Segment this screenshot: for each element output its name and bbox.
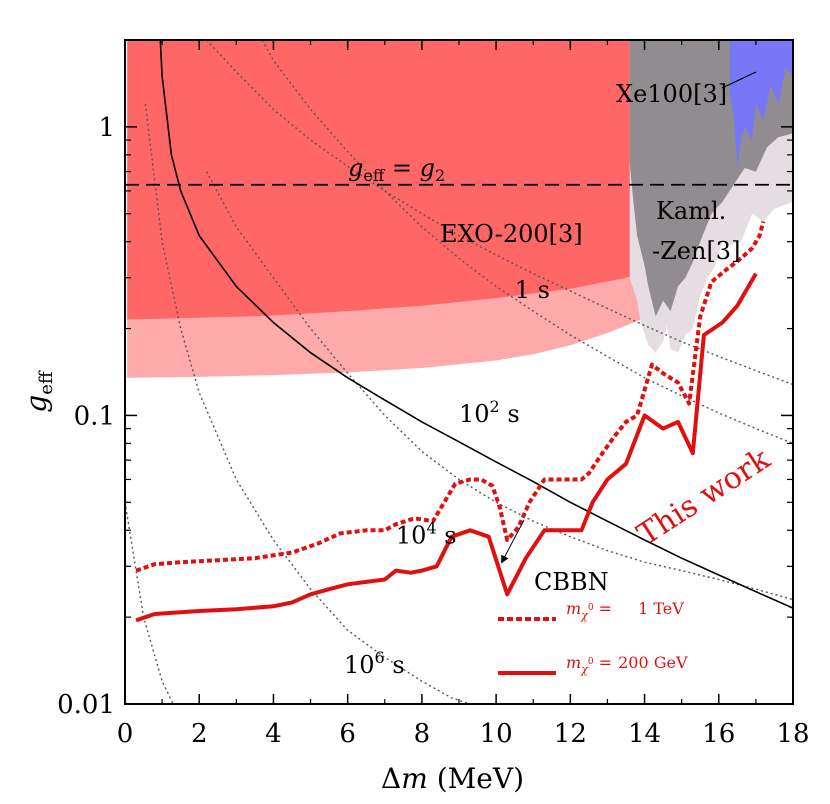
exclusion-regions (127, 40, 793, 378)
lifetime-contour (206, 40, 793, 386)
legend-label-1tev: mχ0 = 1 TeV (566, 599, 684, 622)
lifetime-contours (125, 40, 793, 704)
limit-series (135, 220, 766, 623)
legend-label-200gev: mχ0 = 200 GeV (566, 653, 688, 676)
lifetime-contour (144, 103, 471, 704)
x-tick-label: 10 (480, 719, 513, 749)
contour-label-1e2s: 102 s (459, 397, 520, 428)
lifetime-contour (125, 502, 174, 704)
y-tick-label: 0.01 (57, 690, 115, 720)
cbbn-curve (159, 40, 793, 609)
xe100-label: Xe100[3] (616, 80, 727, 108)
kamland-zen-label-line1: Kaml. (656, 197, 726, 225)
y-axis-title: geff (20, 370, 57, 413)
this-work-label: This work (631, 441, 777, 553)
x-tick-label: 14 (628, 719, 661, 749)
exo-200-label: EXO-200[3] (440, 220, 583, 248)
x-tick-label: 2 (191, 719, 208, 749)
ref-line-label: geff = g2 (348, 154, 445, 185)
x-tick-label: 6 (339, 719, 356, 749)
y-ticks: 0.01 0.1 1 (57, 39, 793, 720)
lifetime-contour (205, 171, 793, 601)
x-axis-title: Δm (MeV) (381, 762, 524, 795)
cbbn-arrow (501, 519, 525, 564)
x-ticks: 0 2 4 6 8 10 12 14 16 18 (117, 40, 810, 749)
contour-label-1e4s: 104 s (396, 519, 457, 550)
cbbn-label: CBBN (534, 568, 609, 596)
x-tick-label: 4 (265, 719, 282, 749)
exo-200-dark-region (127, 40, 641, 320)
x-tick-label: 18 (776, 719, 809, 749)
y-tick-label: 0.1 (74, 401, 115, 431)
x-tick-label: 0 (117, 719, 134, 749)
series-1tev-line (135, 220, 766, 573)
contour-label-1s: 1 s (515, 276, 550, 304)
legend: mχ0 = 1 TeV mχ0 = 200 GeV (498, 599, 688, 676)
xe100-pointer (721, 71, 757, 89)
x-tick-label: 16 (702, 719, 735, 749)
x-tick-label: 8 (414, 719, 431, 749)
contour-labels: 1 s 102 s 104 s 106 s (344, 276, 550, 679)
kamland-zen-label-line2: -Zen[3] (652, 237, 740, 265)
contour-label-1e6s: 106 s (344, 648, 405, 679)
y-tick-label: 1 (98, 113, 115, 143)
x-tick-label: 12 (554, 719, 587, 749)
series-200gev-line (135, 272, 758, 623)
xe100-region (729, 40, 793, 168)
